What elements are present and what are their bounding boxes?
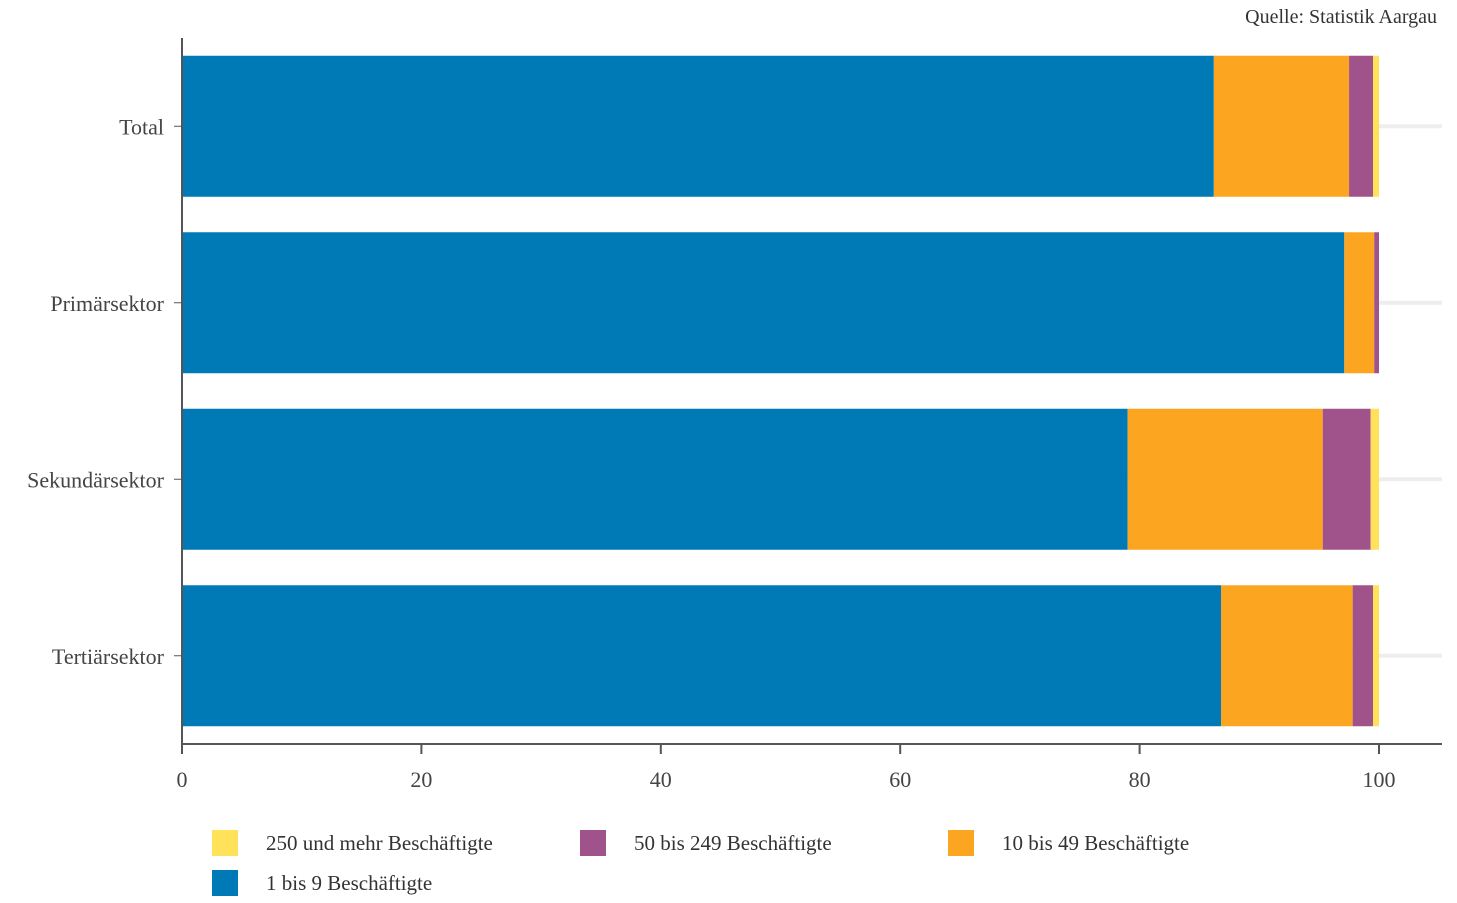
bar-prim-rsektor-10-bis-49-besch-ftigte [1344,232,1375,374]
legend-item-1-9[interactable]: 1 bis 9 Beschäftigte [212,870,432,896]
bar-sekund-rsektor-50-bis-249-besch-ftigte [1322,408,1371,550]
legend-swatch-1-9 [212,870,238,896]
bar-total-1-bis-9-besch-ftigte [182,55,1214,197]
source-label: Quelle: Statistik Aargau [1245,6,1437,28]
bar-total-50-bis-249-besch-ftigte [1349,55,1374,197]
legend-item-10-49[interactable]: 10 bis 49 Beschäftigte [948,830,1189,856]
x-tick-label: 60 [889,767,911,792]
bar-terti-rsektor-50-bis-249-besch-ftigte [1352,585,1374,727]
legend-swatch-250-plus [212,830,238,856]
bar-sekund-rsektor-1-bis-9-besch-ftigte [182,408,1128,550]
category-label: Total [119,114,164,139]
bar-sekund-rsektor-250-und-mehr-besch-ftigte [1370,408,1379,550]
category-label: Primärsektor [50,291,164,316]
bar-prim-rsektor-50-bis-249-besch-ftigte [1374,232,1379,374]
x-tick-label: 20 [410,767,432,792]
x-tick-label: 0 [177,767,188,792]
bar-total-250-und-mehr-besch-ftigte [1373,55,1379,197]
x-tick-label: 80 [1129,767,1151,792]
legend-item-250-plus[interactable]: 250 und mehr Beschäftigte [212,830,493,856]
bar-terti-rsektor-1-bis-9-besch-ftigte [182,585,1221,727]
bar-sekund-rsektor-10-bis-49-besch-ftigte [1127,408,1323,550]
bar-total-10-bis-49-besch-ftigte [1213,55,1350,197]
x-tick-label: 100 [1363,767,1396,792]
legend-label-250-plus: 250 und mehr Beschäftigte [266,830,493,855]
category-label: Tertiärsektor [52,644,165,669]
bar-terti-rsektor-10-bis-49-besch-ftigte [1220,585,1353,727]
legend-swatch-10-49 [948,830,974,856]
bar-prim-rsektor-1-bis-9-besch-ftigte [182,232,1345,374]
category-label: Sekundärsektor [27,467,165,492]
stacked-bar-chart: Total Primärsektor Sekundärsektor Tertiärse… [27,38,1442,792]
legend-label-10-49: 10 bis 49 Beschäftigte [1002,830,1190,855]
x-tick-label: 40 [650,767,672,792]
legend-label-1-9: 1 bis 9 Beschäftigte [266,870,433,895]
bar-terti-rsektor-250-und-mehr-besch-ftigte [1373,585,1379,727]
legend-swatch-50-249 [580,830,606,856]
legend-label-50-249: 50 bis 249 Beschäftigte [634,830,832,855]
legend-item-50-249[interactable]: 50 bis 249 Beschäftigte [580,830,832,856]
